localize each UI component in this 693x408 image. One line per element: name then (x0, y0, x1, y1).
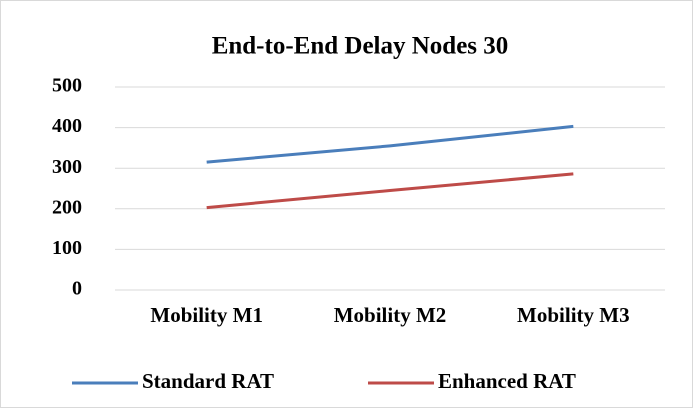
legend-label: Standard RAT (142, 369, 274, 393)
y-tick-label: 100 (52, 237, 82, 259)
y-tick-label: 0 (72, 278, 82, 300)
chart-title: End-to-End Delay Nodes 30 (212, 33, 509, 60)
x-tick-label: Mobility M2 (333, 303, 447, 327)
y-tick-label: 400 (52, 115, 82, 137)
y-tick-label: 200 (52, 196, 82, 218)
legend-label: Enhanced RAT (438, 369, 576, 393)
x-tick-label: Mobility M1 (150, 303, 263, 327)
series-line (206, 172, 574, 210)
series-line (206, 124, 574, 164)
x-tick-label: Mobility M3 (517, 303, 630, 327)
y-tick-label: 500 (52, 75, 82, 97)
y-tick-label: 300 (52, 156, 82, 178)
